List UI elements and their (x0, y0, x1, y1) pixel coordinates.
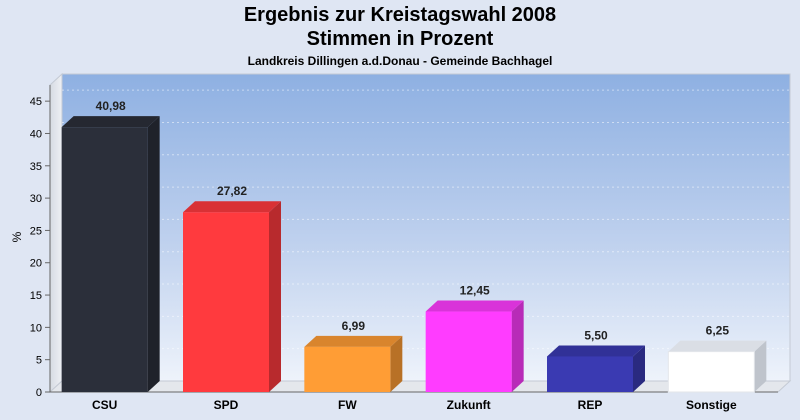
y-tick-label: 20 (30, 258, 42, 270)
plot-left-wall (49, 72, 63, 394)
bar-top-csu (61, 116, 160, 128)
bar-top-rep (547, 345, 645, 357)
y-tick-label: 45 (30, 96, 42, 108)
x-tick-label: Sonstige (686, 398, 737, 412)
data-label: 5,50 (584, 328, 608, 342)
bar-side-spd (269, 201, 281, 392)
x-tick-label: REP (578, 398, 603, 412)
data-label: 6,99 (342, 319, 366, 333)
y-axis-label: % (10, 231, 24, 242)
bar-side-fw (390, 335, 403, 392)
bar-top-zukunft (425, 300, 524, 312)
data-label: 27,82 (217, 184, 247, 198)
bar-fw (304, 346, 391, 392)
x-tick-label: Zukunft (447, 398, 491, 412)
y-tick-label: 35 (30, 161, 42, 173)
bar-rep (547, 356, 633, 392)
bar-zukunft (425, 311, 512, 392)
data-label: 40,98 (96, 99, 126, 113)
chart-title: Ergebnis zur Kreistagswahl 2008 (243, 4, 557, 26)
bar-top-fw (304, 335, 403, 347)
y-tick-label: 10 (30, 322, 42, 334)
x-tick-label: SPD (214, 398, 239, 412)
bar-csu (61, 127, 148, 393)
data-label: 12,45 (460, 284, 490, 298)
x-tick-label: CSU (92, 398, 117, 412)
chart-title-line2: Stimmen in Prozent (306, 28, 494, 50)
y-tick-label: 25 (30, 225, 42, 237)
bar-top-spd (183, 201, 281, 213)
y-tick-label: 40 (30, 128, 42, 140)
bar-sonstige (667, 351, 755, 393)
bar-side-rep (633, 345, 645, 392)
y-tick-label: 5 (36, 355, 42, 367)
bar-side-csu (147, 116, 160, 393)
y-tick-label: 0 (36, 387, 42, 399)
x-tick-label: FW (338, 398, 357, 412)
y-tick-label: 15 (30, 290, 42, 302)
data-label: 6,25 (706, 324, 730, 338)
bar-side-sonstige (754, 340, 767, 392)
chart-subtitle: Landkreis Dillingen a.d.Donau - Gemeinde… (247, 54, 553, 68)
bar-spd (183, 212, 269, 392)
y-tick-label: 30 (30, 193, 42, 205)
bar-top-sonstige (668, 340, 767, 352)
bar-side-zukunft (511, 300, 524, 392)
